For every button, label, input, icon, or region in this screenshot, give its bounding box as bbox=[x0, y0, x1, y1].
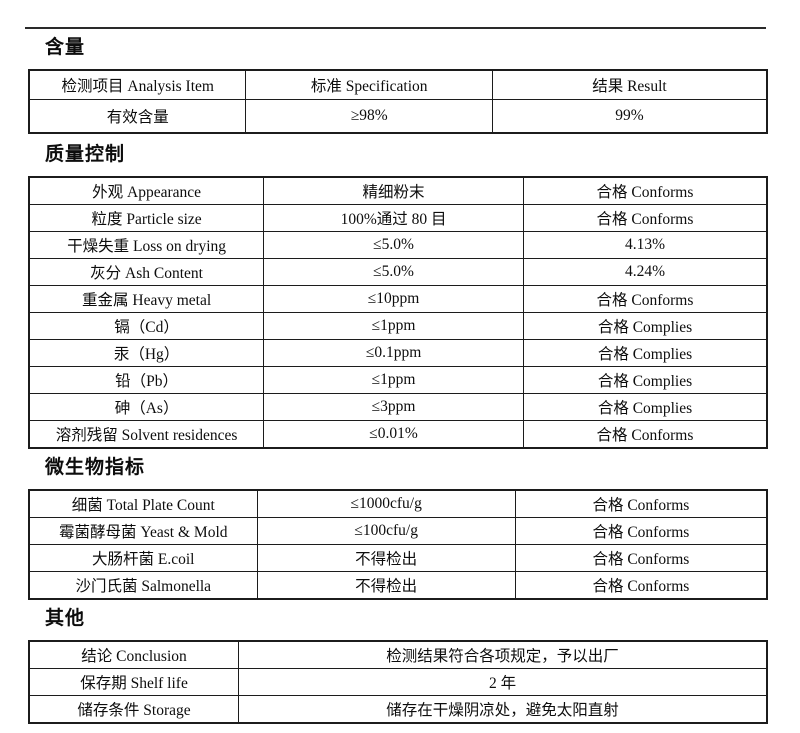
specification-cell: 不得检出 bbox=[256, 544, 516, 572]
result-cell: 4.13% bbox=[522, 231, 768, 259]
analysis-item-cell: 沙门氏菌 Salmonella bbox=[28, 571, 258, 600]
table-row: 砷（As） ≤3ppm 合格 Complies bbox=[28, 393, 768, 421]
analysis-item-cell: 砷（As） bbox=[28, 393, 265, 421]
section-title-other: 其他 bbox=[45, 608, 86, 629]
analysis-item-cell: 有效含量 bbox=[28, 99, 247, 134]
specification-cell: ≤0.01% bbox=[263, 420, 524, 449]
specification-cell: ≤1000cfu/g bbox=[256, 489, 516, 518]
specification-cell: 100%通过 80 目 bbox=[263, 204, 524, 232]
analysis-item-cell: 汞（Hg） bbox=[28, 339, 265, 367]
analysis-item-cell: 结论 Conclusion bbox=[28, 640, 240, 669]
table-row: 沙门氏菌 Salmonella 不得检出 合格 Conforms bbox=[28, 571, 768, 600]
specification-cell: ≥98% bbox=[245, 99, 493, 134]
section-title-microbiological: 微生物指标 bbox=[45, 457, 146, 478]
top-horizontal-rule bbox=[25, 27, 766, 29]
value-cell: 检测结果符合各项规定，予以出厂 bbox=[238, 640, 768, 669]
result-cell: 合格 Conforms bbox=[522, 285, 768, 313]
table-row: 重金属 Heavy metal ≤10ppm 合格 Conforms bbox=[28, 285, 768, 313]
table-row: 粒度 Particle size 100%通过 80 目 合格 Conforms bbox=[28, 204, 768, 232]
result-cell: 4.24% bbox=[522, 258, 768, 286]
quality-control-table: 外观 Appearance 精细粉末 合格 Conforms 粒度 Partic… bbox=[28, 176, 768, 449]
result-cell: 合格 Conforms bbox=[514, 571, 768, 600]
analysis-item-cell: 细菌 Total Plate Count bbox=[28, 489, 258, 518]
analysis-item-cell: 保存期 Shelf life bbox=[28, 668, 240, 696]
microbiological-table: 细菌 Total Plate Count ≤1000cfu/g 合格 Confo… bbox=[28, 489, 768, 600]
table-row: 有效含量 ≥98% 99% bbox=[28, 99, 768, 134]
result-cell: 合格 Conforms bbox=[514, 489, 768, 518]
analysis-item-cell: 溶剂残留 Solvent residences bbox=[28, 420, 265, 449]
column-header-result: 结果 Result bbox=[491, 69, 768, 100]
other-table: 结论 Conclusion 检测结果符合各项规定，予以出厂 保存期 Shelf … bbox=[28, 640, 768, 724]
result-cell: 合格 Conforms bbox=[522, 204, 768, 232]
column-header-analysis-item: 检测项目 Analysis Item bbox=[28, 69, 247, 100]
specification-cell: ≤1ppm bbox=[263, 366, 524, 394]
table-row: 储存条件 Storage 储存在干燥阴凉处，避免太阳直射 bbox=[28, 695, 768, 724]
table-row: 铅（Pb） ≤1ppm 合格 Complies bbox=[28, 366, 768, 394]
table-row: 结论 Conclusion 检测结果符合各项规定，予以出厂 bbox=[28, 640, 768, 669]
table-row: 溶剂残留 Solvent residences ≤0.01% 合格 Confor… bbox=[28, 420, 768, 449]
specification-cell: ≤3ppm bbox=[263, 393, 524, 421]
table-row: 灰分 Ash Content ≤5.0% 4.24% bbox=[28, 258, 768, 286]
result-cell: 合格 Conforms bbox=[514, 544, 768, 572]
value-cell: 2 年 bbox=[238, 668, 768, 696]
table-row: 保存期 Shelf life 2 年 bbox=[28, 668, 768, 696]
analysis-item-cell: 储存条件 Storage bbox=[28, 695, 240, 724]
analysis-item-cell: 镉（Cd） bbox=[28, 312, 265, 340]
analysis-item-cell: 铅（Pb） bbox=[28, 366, 265, 394]
analysis-item-cell: 灰分 Ash Content bbox=[28, 258, 265, 286]
specification-cell: ≤5.0% bbox=[263, 231, 524, 259]
table-header-row: 检测项目 Analysis Item 标准 Specification 结果 R… bbox=[28, 69, 768, 100]
column-header-specification: 标准 Specification bbox=[245, 69, 493, 100]
specification-cell: ≤0.1ppm bbox=[263, 339, 524, 367]
result-cell: 合格 Conforms bbox=[522, 420, 768, 449]
specification-cell: 精细粉末 bbox=[263, 176, 524, 205]
result-cell: 99% bbox=[491, 99, 768, 134]
value-cell: 储存在干燥阴凉处，避免太阳直射 bbox=[238, 695, 768, 724]
content-table: 检测项目 Analysis Item 标准 Specification 结果 R… bbox=[28, 69, 768, 134]
result-cell: 合格 Conforms bbox=[514, 517, 768, 545]
table-row: 霉菌酵母菌 Yeast & Mold ≤100cfu/g 合格 Conforms bbox=[28, 517, 768, 545]
specification-cell: ≤100cfu/g bbox=[256, 517, 516, 545]
section-title-content: 含量 bbox=[45, 37, 86, 58]
analysis-item-cell: 干燥失重 Loss on drying bbox=[28, 231, 265, 259]
analysis-item-cell: 粒度 Particle size bbox=[28, 204, 265, 232]
table-row: 汞（Hg） ≤0.1ppm 合格 Complies bbox=[28, 339, 768, 367]
specification-cell: ≤5.0% bbox=[263, 258, 524, 286]
specification-cell: ≤1ppm bbox=[263, 312, 524, 340]
table-row: 细菌 Total Plate Count ≤1000cfu/g 合格 Confo… bbox=[28, 489, 768, 518]
section-title-quality-control: 质量控制 bbox=[45, 144, 126, 165]
specification-cell: ≤10ppm bbox=[263, 285, 524, 313]
table-row: 干燥失重 Loss on drying ≤5.0% 4.13% bbox=[28, 231, 768, 259]
table-row: 镉（Cd） ≤1ppm 合格 Complies bbox=[28, 312, 768, 340]
table-row: 大肠杆菌 E.coil 不得检出 合格 Conforms bbox=[28, 544, 768, 572]
result-cell: 合格 Conforms bbox=[522, 176, 768, 205]
analysis-item-cell: 重金属 Heavy metal bbox=[28, 285, 265, 313]
analysis-item-cell: 大肠杆菌 E.coil bbox=[28, 544, 258, 572]
table-row: 外观 Appearance 精细粉末 合格 Conforms bbox=[28, 176, 768, 205]
analysis-item-cell: 霉菌酵母菌 Yeast & Mold bbox=[28, 517, 258, 545]
result-cell: 合格 Complies bbox=[522, 393, 768, 421]
result-cell: 合格 Complies bbox=[522, 312, 768, 340]
specification-cell: 不得检出 bbox=[256, 571, 516, 600]
result-cell: 合格 Complies bbox=[522, 339, 768, 367]
result-cell: 合格 Complies bbox=[522, 366, 768, 394]
analysis-item-cell: 外观 Appearance bbox=[28, 176, 265, 205]
